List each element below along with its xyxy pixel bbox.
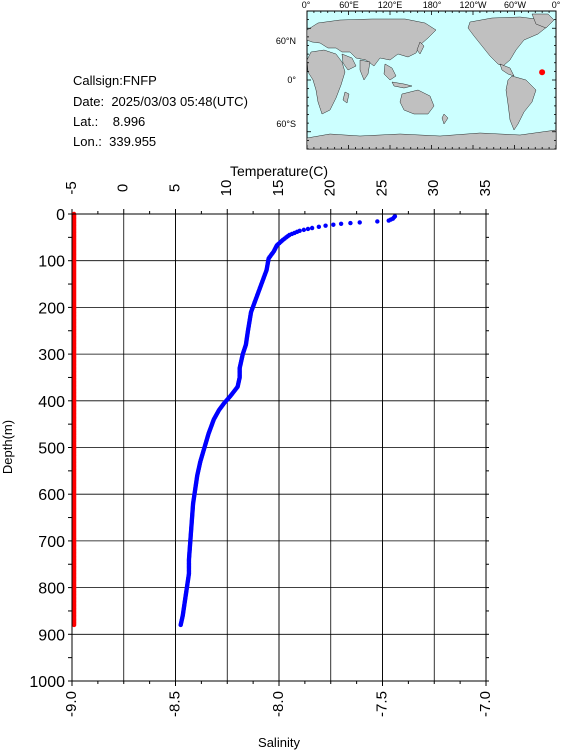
map-lon-label: 120°W	[459, 0, 487, 10]
depth-tick-label: 500	[38, 441, 65, 458]
depth-tick-label: 300	[38, 347, 65, 364]
date-line: Date: 2025/03/03 05:48(UTC)	[73, 94, 248, 110]
salinity-tick-label: -7.0	[477, 691, 494, 717]
temperature-axis-label: Temperature(C)	[230, 163, 328, 179]
station-marker	[539, 69, 546, 76]
salinity-point-352	[71, 622, 77, 628]
depth-tick-labels: 0 100 200 300 400 500 600 700 800 900 1000	[29, 207, 65, 691]
callsign-line: Callsign:FNFP	[73, 73, 157, 89]
temperature-tick-label: 5	[166, 184, 183, 192]
temperature-point-5	[375, 219, 380, 224]
depth-tick-label: 700	[38, 534, 65, 551]
map-lon-label: 180°	[423, 0, 442, 10]
salinity-tick-label: -8.0	[270, 691, 287, 717]
salinity-tick-labels: -9.0 -8.5 -8.0 -7.5 -7.0	[63, 691, 494, 717]
map-lon-label: 60°E	[339, 0, 359, 10]
longitude-value: 339.955	[109, 134, 157, 149]
map-latitude-labels: 60°N 0° 60°S	[276, 36, 297, 129]
temperature-tick-labels: -5 0 5 10 15 20 25 30 35	[63, 180, 494, 197]
temperature-point-8	[338, 221, 344, 227]
map-longitude-labels: 0° 60°E 120°E 180° 120°W 60°W 0°	[302, 0, 561, 10]
minor-ticks	[68, 209, 489, 686]
map-lat-label: 60°N	[276, 36, 296, 46]
salinity-tick-label: -7.5	[373, 691, 390, 717]
temperature-tick-label: 15	[270, 180, 287, 197]
date-value: 2025/03/03 05:48(UTC)	[111, 94, 248, 109]
salinity-axis-label: Salinity	[258, 735, 300, 750]
map-land	[306, 13, 557, 150]
temperature-point-13	[305, 226, 311, 232]
temperature-tick-label: 25	[373, 180, 390, 197]
depth-tick-label: 800	[38, 581, 65, 598]
temperature-tick-label: 35	[477, 180, 494, 197]
map-tick-marks	[306, 10, 557, 150]
depth-tick-label: 0	[56, 207, 65, 224]
temperature-point-4	[386, 218, 391, 223]
temperature-tick-label: 0	[115, 184, 132, 192]
callsign-value: FNFP	[122, 73, 157, 88]
temperature-point-354	[178, 622, 183, 628]
map-lon-label: 0°	[302, 0, 311, 10]
latitude-line: Lat.: 8.996	[73, 114, 145, 130]
temperature-point-9	[331, 222, 336, 227]
salinity-tick-label: -9.0	[63, 691, 80, 717]
temperature-point-11	[316, 224, 322, 230]
depth-tick-label: 600	[38, 487, 65, 504]
depth-tick-label: 1000	[29, 674, 65, 691]
depth-tick-label: 200	[38, 300, 65, 317]
callsign-label: Callsign:	[73, 73, 123, 88]
temperature-point-10	[323, 223, 328, 228]
longitude-line: Lon.: 339.955	[73, 134, 156, 150]
latitude-label: Lat.:	[73, 114, 99, 129]
latitude-value: 8.996	[112, 114, 146, 129]
temperature-point-6	[357, 220, 362, 225]
map-lat-label: 0°	[287, 75, 296, 85]
map-lat-label: 60°S	[276, 119, 296, 129]
depth-tick-label: 100	[38, 254, 65, 271]
temperature-tick-label: -5	[63, 181, 80, 194]
map-lon-label: 60°W	[504, 0, 527, 10]
temperature-tick-label: 10	[218, 180, 235, 197]
temperature-tick-label: 20	[322, 180, 339, 197]
temperature-tick-label: 30	[425, 180, 442, 197]
temperature-point-14	[301, 227, 307, 233]
salinity-tick-label: -8.5	[166, 691, 183, 717]
temperature-point-12	[309, 225, 315, 231]
salinity-series	[71, 211, 77, 628]
longitude-label: Lon.:	[73, 134, 102, 149]
depth-axis-label: Depth(m)	[0, 420, 15, 474]
temperature-point-7	[348, 220, 353, 226]
depth-tick-label: 900	[38, 627, 65, 644]
plot-frame	[71, 213, 487, 682]
map-lon-label: 120°E	[378, 0, 403, 10]
date-label: Date:	[73, 94, 105, 109]
map-lon-label: 0°	[552, 0, 561, 10]
world-map: 0° 60°E 120°E 180° 120°W 60°W 0° 60°N 0° 60°S	[276, 0, 561, 150]
temperature-series	[178, 214, 398, 628]
depth-tick-label: 400	[38, 394, 65, 411]
